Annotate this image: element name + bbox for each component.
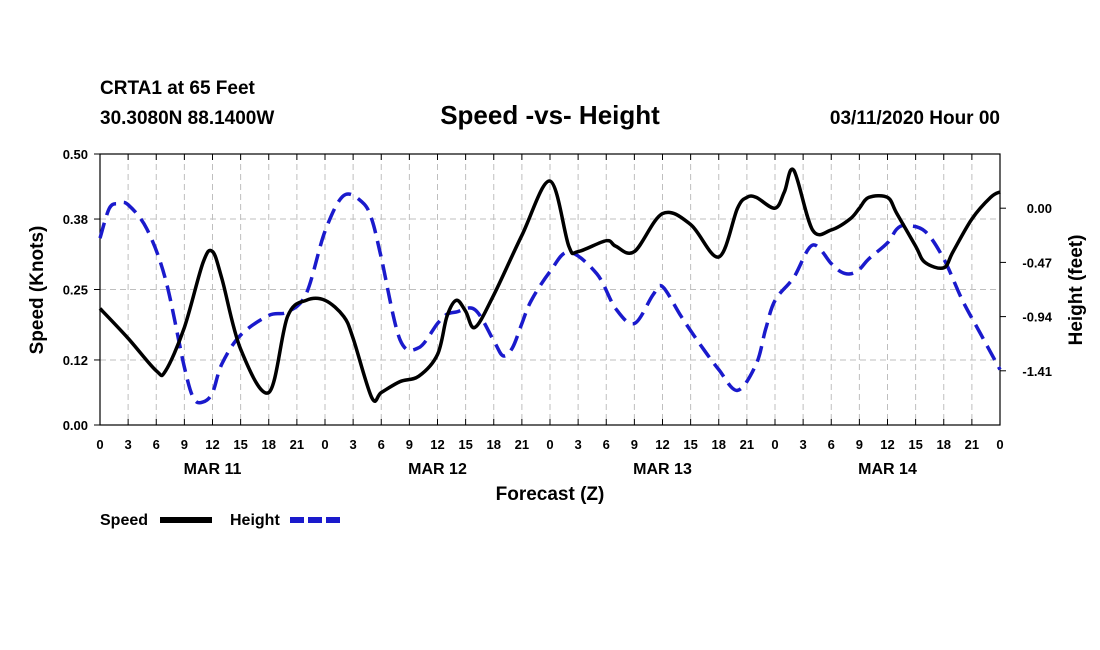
- x-tick-label: 0: [546, 437, 553, 452]
- y2-tick-label: -1.41: [1022, 364, 1052, 379]
- x-tick-label: 12: [205, 437, 219, 452]
- x-tick-label: 6: [828, 437, 835, 452]
- y-tick-label: 0.00: [63, 418, 88, 433]
- legend: Speed Height: [100, 512, 342, 529]
- y2-axis-label: Height (feet): [1066, 235, 1087, 346]
- x-tick-label: 18: [487, 437, 501, 452]
- legend-height-label: Height: [230, 512, 280, 529]
- forecast-date: 03/11/2020 Hour 00: [830, 108, 1000, 129]
- x-tick-label: 15: [458, 437, 472, 452]
- legend-speed-label: Speed: [100, 512, 148, 529]
- x-tick-label: 9: [181, 437, 188, 452]
- x-tick-label: 0: [996, 437, 1003, 452]
- x-tick-label: 9: [856, 437, 863, 452]
- x-tick-label: 18: [712, 437, 726, 452]
- x-tick-label: 21: [290, 437, 304, 452]
- day-label: MAR 11: [184, 461, 242, 478]
- station-coords: 30.3080N 88.1400W: [100, 108, 274, 129]
- day-label: MAR 13: [633, 461, 692, 478]
- station-name: CRTA1 at 65 Feet: [100, 78, 256, 99]
- x-tick-label: 3: [125, 437, 132, 452]
- y2-tick-label: -0.94: [1022, 310, 1052, 325]
- x-tick-label: 21: [740, 437, 754, 452]
- series-lines: [98, 167, 1002, 405]
- x-tick-label: 18: [937, 437, 951, 452]
- x-tick-label: 15: [908, 437, 922, 452]
- x-tick-label: 9: [631, 437, 638, 452]
- x-axis-label: Forecast (Z): [496, 484, 605, 505]
- grid-lines: [99, 153, 1001, 426]
- x-tick-label: 21: [965, 437, 979, 452]
- y-tick-label: 0.50: [63, 147, 88, 162]
- x-tick-label: 12: [430, 437, 444, 452]
- day-label: MAR 12: [408, 461, 467, 478]
- x-tick-label: 12: [880, 437, 894, 452]
- y-tick-label: 0.25: [63, 283, 88, 298]
- x-tick-label: 6: [153, 437, 160, 452]
- x-tick-label: 6: [603, 437, 610, 452]
- axis-ticks: 0 3 6 9 12 15 18 21 0 3 6 9 12 15 18 21 0 3 6 9 12 15 18 21 0 3 6 9…: [63, 147, 1053, 478]
- x-tick-label: 9: [406, 437, 413, 452]
- y2-tick-label: -0.47: [1022, 255, 1052, 270]
- y-tick-label: 0.12: [63, 353, 88, 368]
- x-tick-label: 12: [655, 437, 669, 452]
- x-tick-label: 0: [96, 437, 103, 452]
- x-tick-label: 18: [262, 437, 276, 452]
- x-tick-label: 0: [321, 437, 328, 452]
- y2-tick-label: 0.00: [1027, 201, 1052, 216]
- x-tick-label: 21: [515, 437, 529, 452]
- x-tick-label: 3: [350, 437, 357, 452]
- chart-title: Speed -vs- Height: [440, 100, 660, 130]
- speed-series-line: [98, 167, 1001, 403]
- y-tick-label: 0.38: [63, 212, 88, 227]
- x-tick-label: 3: [575, 437, 582, 452]
- x-tick-label: 15: [683, 437, 697, 452]
- x-tick-label: 6: [378, 437, 385, 452]
- x-tick-label: 15: [233, 437, 247, 452]
- x-tick-label: 0: [771, 437, 778, 452]
- x-tick-label: 3: [800, 437, 807, 452]
- y-axis-label: Speed (Knots): [27, 226, 48, 355]
- height-series-line: [98, 192, 1002, 405]
- day-label: MAR 14: [858, 461, 917, 478]
